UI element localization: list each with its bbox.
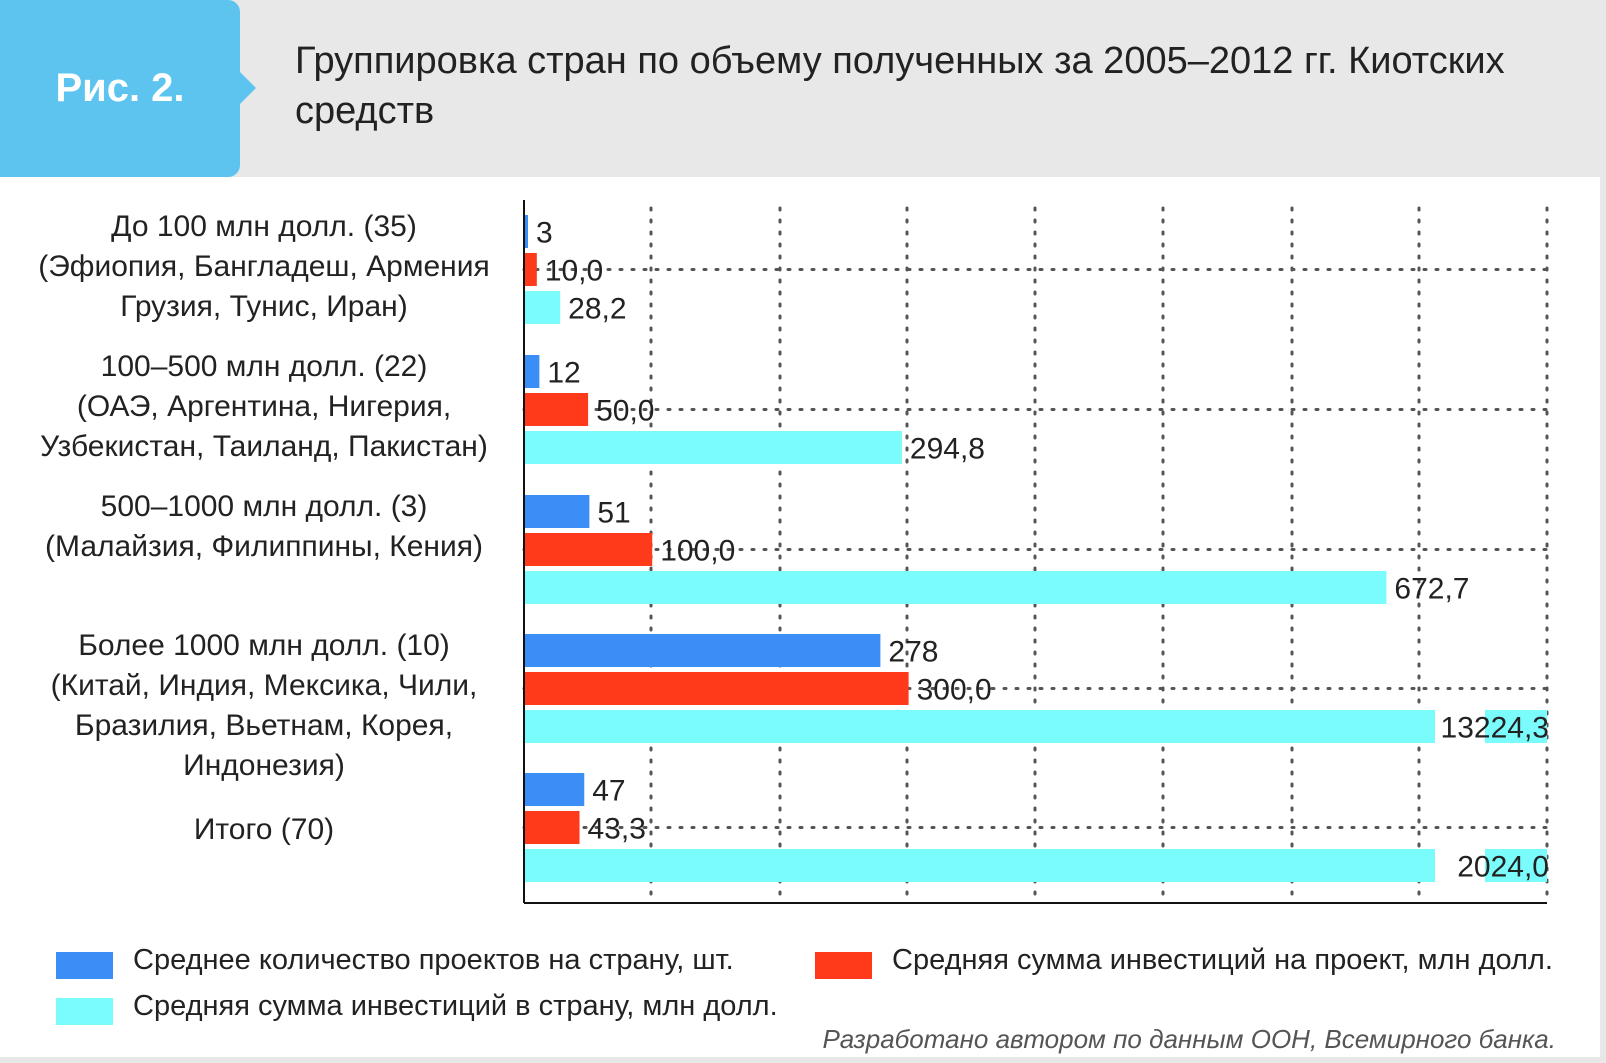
data-label-s1-c4: 43,3 xyxy=(588,813,646,846)
badge-arrow xyxy=(240,72,256,104)
bar-s2-c1 xyxy=(524,431,902,464)
data-label-s2-c3: 13224,3 xyxy=(1441,712,1549,745)
figure-header: Рис. 2. Группировка стран по объему полу… xyxy=(0,0,1606,177)
bar-s1-c3 xyxy=(524,672,909,705)
category-label-line: (ОАЭ, Аргентина, Нигерия, xyxy=(76,390,452,423)
category-label-3: Более 1000 млн долл. (10) (Китай, Индия, … xyxy=(14,626,514,786)
category-label-line: 100–500 млн долл. (22) xyxy=(100,350,428,383)
category-label-line: Итого (70) xyxy=(193,813,335,846)
legend-swatch-1 xyxy=(815,952,872,979)
category-label-line: Индонезия) xyxy=(183,749,345,782)
chart-title: Группировка стран по объему полученных з… xyxy=(295,40,1505,132)
bar-s2-c0 xyxy=(524,291,561,324)
category-label-line: Бразилия, Вьетнам, Корея, xyxy=(74,709,454,742)
category-label-2: 500–1000 млн долл. (3) (Малайзия, Филиппи… xyxy=(14,487,514,567)
bar-s0-c3 xyxy=(524,634,881,667)
category-label-line: Узбекистан, Таиланд, Пакистан) xyxy=(40,430,488,463)
bar-s1-c0 xyxy=(524,253,537,286)
data-label-s1-c0: 10,0 xyxy=(545,255,603,288)
data-label-s2-c2: 672,7 xyxy=(1394,573,1469,606)
category-label-line: До 100 млн долл. (35) xyxy=(111,210,417,243)
data-label-s2-c1: 294,8 xyxy=(910,433,985,466)
source-note: Разработано автором по данным ООН, Всеми… xyxy=(822,1024,1556,1054)
bar-s0-c4 xyxy=(524,773,585,806)
bar-s0-c1 xyxy=(524,355,540,388)
bar-s2-c3 xyxy=(524,710,1435,743)
bar-s1-c2 xyxy=(524,533,653,566)
category-label-line: Грузия, Тунис, Иран) xyxy=(120,290,408,323)
category-label-line: (Эфиопия, Бангладеш, Армения xyxy=(38,250,490,283)
category-label-0: До 100 млн долл. (35) (Эфиопия, Бангладеш… xyxy=(14,207,514,327)
data-label-s1-c2: 100,0 xyxy=(660,535,735,568)
data-label-s0-c3: 278 xyxy=(888,636,938,669)
legend-label-2: Средняя сумма инвестиций в страну, млн д… xyxy=(133,990,778,1022)
data-label-s2-c4: 2024,0 xyxy=(1457,851,1549,884)
category-label-line: (Китай, Индия, Мексика, Чили, xyxy=(50,669,478,702)
data-label-s1-c1: 50,0 xyxy=(596,395,654,428)
category-label-4: Итого (70) xyxy=(14,810,514,850)
category-label-line: 500–1000 млн долл. (3) xyxy=(100,490,428,523)
legend-swatch-0 xyxy=(56,952,113,979)
bar-s1-c4 xyxy=(524,811,580,844)
figure-badge: Рис. 2. xyxy=(0,0,240,177)
category-label-1: 100–500 млн долл. (22) (ОАЭ, Аргентина, Н… xyxy=(14,347,514,467)
legend-label-0: Среднее количество проектов на страну, ш… xyxy=(133,944,734,976)
chart-frame xyxy=(0,177,1606,1063)
bar-s2-c3-continued xyxy=(1485,710,1547,743)
data-label-s0-c2: 51 xyxy=(597,497,630,530)
data-label-s0-c1: 12 xyxy=(547,357,580,390)
data-label-s1-c3: 300,0 xyxy=(917,674,992,707)
data-label-s0-c4: 47 xyxy=(592,775,625,808)
category-label-line: (Малайзия, Филиппины, Кения) xyxy=(45,530,483,563)
bar-s2-c4-continued xyxy=(1485,849,1547,882)
bar-s1-c1 xyxy=(524,393,589,426)
bar-s0-c2 xyxy=(524,495,590,528)
legend-swatch-2 xyxy=(56,998,113,1025)
data-label-s0-c0: 3 xyxy=(536,217,553,250)
bar-s0-c0 xyxy=(524,215,528,248)
bar-s2-c2 xyxy=(524,571,1387,604)
bar-s2-c4 xyxy=(524,849,1435,882)
legend-label-1: Средняя сумма инвестиций на проект, млн … xyxy=(892,944,1553,976)
data-label-s2-c0: 28,2 xyxy=(568,293,626,326)
category-label-line: Более 1000 млн долл. (10) xyxy=(78,629,450,662)
